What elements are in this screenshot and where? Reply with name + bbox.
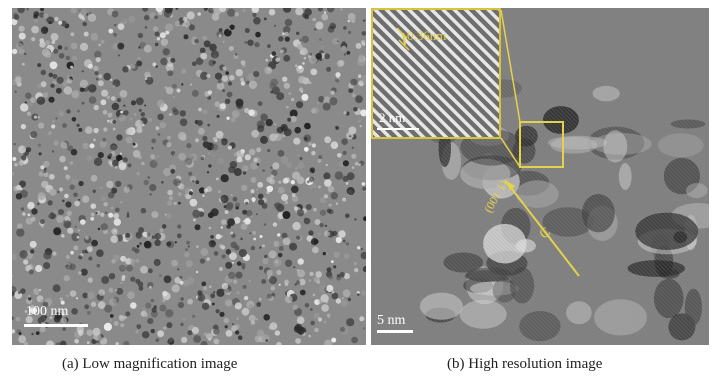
caption-a: (a) Low magnification image (62, 356, 238, 372)
inset-spacing-label: 0.36nm (407, 28, 447, 43)
tem-grain-texture (12, 8, 366, 345)
zoom-callout (500, 9, 580, 277)
scale-bar-label-b: 5 nm (377, 313, 406, 328)
inset-scale-bar (377, 128, 419, 130)
zoom-inset: 0.36nm 2 nm (371, 8, 501, 139)
scale-bar-label-a: 100 nm (26, 304, 69, 319)
inset-lattice-fringes (373, 10, 499, 137)
low-magnification-image: 100 nm (12, 8, 366, 345)
caption-b: (b) High resolution image (447, 356, 603, 372)
scale-bar-a (24, 324, 88, 327)
spacing-marker (396, 27, 410, 51)
inset-scale-label: 2 nm (379, 110, 406, 125)
high-resolution-image: 0.36nm 2 nm (001 1) C 5 nm (371, 8, 709, 345)
scale-bar-b (377, 330, 413, 333)
